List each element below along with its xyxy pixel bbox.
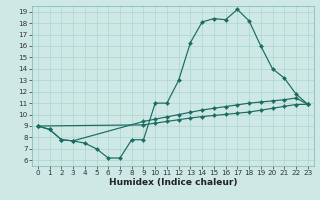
X-axis label: Humidex (Indice chaleur): Humidex (Indice chaleur) (108, 178, 237, 187)
